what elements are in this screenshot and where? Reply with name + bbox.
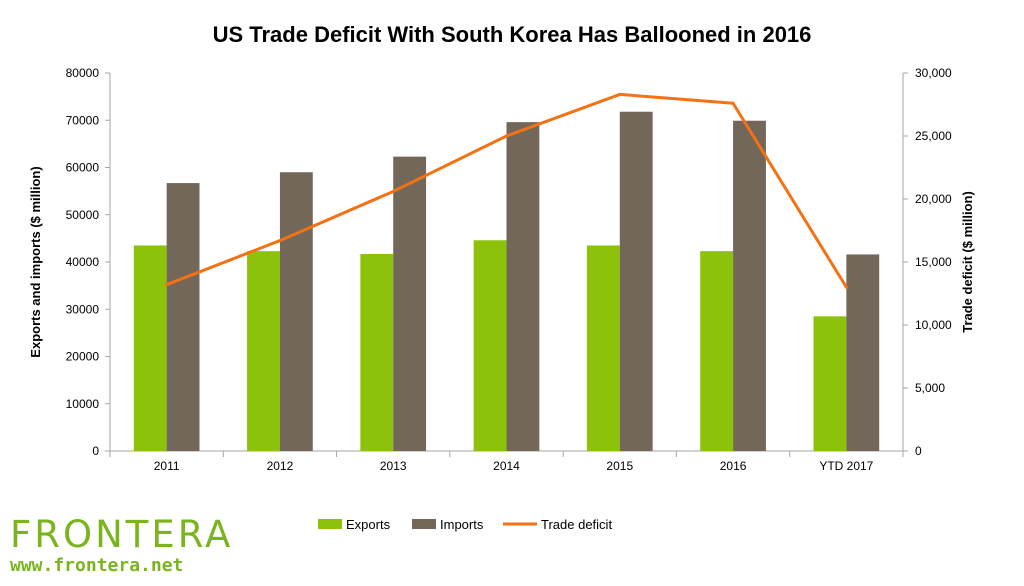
y-axis-label-right: Trade deficit ($ million) <box>960 191 975 333</box>
trade-deficit-segment <box>278 189 395 243</box>
bar-exports <box>473 240 507 451</box>
bar-exports <box>813 316 847 451</box>
bar-imports <box>506 122 540 451</box>
trade-deficit-line <box>165 92 848 289</box>
bar-exports <box>360 253 394 451</box>
legend-swatch-exports <box>318 519 342 529</box>
bar-exports <box>247 251 280 451</box>
trade-deficit-segment <box>731 101 848 289</box>
bar-exports <box>133 245 167 451</box>
frontera-url: www.frontera.net <box>10 555 184 576</box>
bar-imports <box>166 183 200 451</box>
trade-deficit-segment <box>165 239 282 287</box>
bar-imports <box>279 172 313 451</box>
trade-deficit-point <box>618 92 622 96</box>
chart-title: US Trade Deficit With South Korea Has Ba… <box>213 22 812 47</box>
y-tick-label-right: 10,000 <box>915 318 952 332</box>
y-tick-label-left: 80000 <box>66 66 100 80</box>
trade-deficit-point <box>731 101 735 105</box>
y-tick-label-right: 25,000 <box>915 129 952 143</box>
trade-deficit-point <box>391 189 395 193</box>
y-tick-label-right: 5,000 <box>915 381 945 395</box>
x-tick-label: 2015 <box>606 459 633 473</box>
y-tick-label-left: 70000 <box>66 113 100 127</box>
y-tick-label-left: 20000 <box>66 350 100 364</box>
y-tick-label-left: 60000 <box>66 161 100 175</box>
y-tick-label-left: 0 <box>92 444 99 458</box>
y-tick-label-right: 0 <box>915 444 922 458</box>
x-tick-label: 2014 <box>493 459 520 473</box>
bar-exports <box>586 245 620 451</box>
y-tick-label-left: 10000 <box>66 397 100 411</box>
tick-labels: 0 10000 20000 30000 40000 50000 60000 70000 8000… <box>66 66 952 473</box>
y-tick-label-left: 40000 <box>66 255 100 269</box>
y-tick-label-right: 15,000 <box>915 255 952 269</box>
x-tick-label: YTD 2017 <box>819 459 873 473</box>
legend-label: Imports <box>440 517 484 532</box>
y-axis-label-left: Exports and imports ($ million) <box>28 166 43 357</box>
bar-imports <box>619 111 653 452</box>
legend: Exports Imports Trade deficit <box>318 517 612 532</box>
bar-imports <box>393 156 427 451</box>
legend-label: Exports <box>346 517 391 532</box>
x-tick-label: 2012 <box>267 459 294 473</box>
frontera-logo: FRONTERA <box>10 513 234 556</box>
x-tick-label: 2011 <box>154 459 180 473</box>
legend-swatch-imports <box>412 519 436 529</box>
bar-imports <box>846 254 880 451</box>
trade-deficit-segment <box>505 92 622 138</box>
y-tick-label-left: 50000 <box>66 208 100 222</box>
y-tick-label-right: 20,000 <box>915 192 952 206</box>
trade-deficit-point <box>844 285 848 289</box>
y-tick-label-left: 30000 <box>66 302 100 316</box>
y-tick-label-right: 30,000 <box>915 66 952 80</box>
trade-deficit-segment <box>618 92 735 105</box>
legend-label: Trade deficit <box>541 517 612 532</box>
trade-deficit-point <box>278 239 282 243</box>
trade-deficit-point <box>165 283 169 287</box>
trade-deficit-point <box>505 134 508 138</box>
trade-deficit-segment <box>391 134 508 193</box>
bar-imports <box>733 120 766 451</box>
x-tick-label: 2013 <box>380 459 407 473</box>
x-tick-label: 2016 <box>720 459 747 473</box>
bars <box>133 111 880 452</box>
bar-exports <box>700 251 734 451</box>
